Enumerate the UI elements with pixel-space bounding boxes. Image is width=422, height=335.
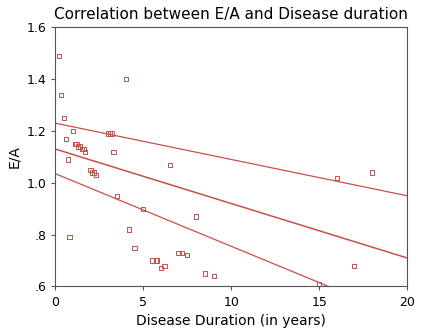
Point xyxy=(126,227,133,232)
Point xyxy=(64,157,71,162)
Point xyxy=(78,146,85,152)
Point xyxy=(92,172,99,178)
X-axis label: Disease Duration (in years): Disease Duration (in years) xyxy=(136,314,326,328)
Point xyxy=(122,76,129,82)
Point xyxy=(152,258,159,263)
Point xyxy=(77,144,84,149)
Point xyxy=(351,263,358,268)
Point xyxy=(70,128,76,134)
Y-axis label: E/A: E/A xyxy=(7,145,21,168)
Point xyxy=(179,250,185,256)
Point xyxy=(82,149,89,154)
Point xyxy=(57,92,64,97)
Point xyxy=(140,206,147,211)
Point xyxy=(184,253,191,258)
Point xyxy=(157,266,164,271)
Point xyxy=(62,136,69,141)
Point xyxy=(175,250,182,256)
Point xyxy=(91,170,97,175)
Point xyxy=(193,214,200,219)
Point xyxy=(73,141,80,147)
Point xyxy=(71,141,78,147)
Point xyxy=(87,167,94,173)
Point xyxy=(114,193,120,198)
Point xyxy=(106,131,113,136)
Point xyxy=(316,281,322,286)
Point xyxy=(368,170,375,175)
Point xyxy=(149,258,155,263)
Title: Correlation between E/A and Disease duration: Correlation between E/A and Disease dura… xyxy=(54,7,408,22)
Point xyxy=(161,263,168,268)
Point xyxy=(105,131,111,136)
Point xyxy=(75,144,81,149)
Point xyxy=(210,273,217,279)
Point xyxy=(66,234,73,240)
Point xyxy=(56,53,62,59)
Point xyxy=(202,271,208,276)
Point xyxy=(333,175,340,180)
Point xyxy=(131,245,138,250)
Point xyxy=(61,115,68,121)
Point xyxy=(166,162,173,167)
Point xyxy=(110,149,117,154)
Point xyxy=(89,170,96,175)
Point xyxy=(154,258,161,263)
Point xyxy=(80,146,87,152)
Point xyxy=(108,131,115,136)
